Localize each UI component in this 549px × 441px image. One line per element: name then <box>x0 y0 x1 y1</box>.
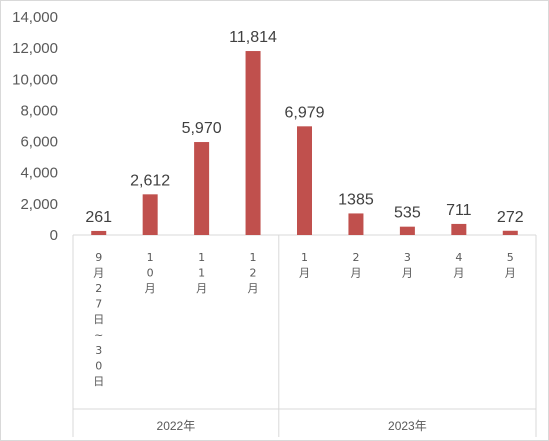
data-label: 535 <box>394 205 421 222</box>
data-label: 1385 <box>338 191 374 208</box>
bar <box>451 223 467 235</box>
bar <box>399 226 415 235</box>
bar <box>91 230 107 235</box>
bar <box>245 51 261 236</box>
group-label: 2023年 <box>388 419 427 433</box>
y-tick-label: 6,000 <box>20 134 58 151</box>
bar <box>502 230 518 235</box>
bar <box>142 194 158 235</box>
y-tick-label: 2,000 <box>20 196 58 213</box>
x-tick-label: 9 月 2 7 日~ 3 0 日 <box>93 251 104 388</box>
data-label: 5,970 <box>182 120 222 137</box>
bar <box>297 126 312 235</box>
y-tick-label: 0 <box>50 227 58 244</box>
y-tick-label: 12,000 <box>12 40 58 57</box>
data-label: 11,814 <box>229 29 277 46</box>
bar <box>348 213 364 235</box>
bar <box>194 142 210 235</box>
data-label: 2,612 <box>130 172 170 189</box>
y-tick-label: 14,000 <box>12 9 58 26</box>
y-tick-label: 10,000 <box>12 71 58 88</box>
y-tick-label: 8,000 <box>20 102 58 119</box>
data-label: 6,979 <box>284 104 324 121</box>
group-label: 2022年 <box>157 419 196 433</box>
y-tick-label: 4,000 <box>20 165 58 182</box>
data-label: 711 <box>446 202 472 219</box>
data-label: 272 <box>497 209 524 226</box>
data-label: 261 <box>85 209 112 226</box>
